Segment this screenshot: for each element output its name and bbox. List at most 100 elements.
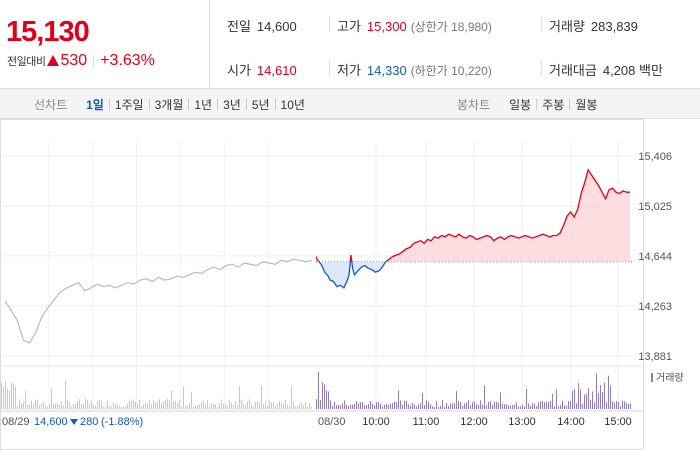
volume-bar <box>285 399 286 409</box>
volume-bar <box>171 390 172 409</box>
volume-bar <box>183 386 184 409</box>
volume-bar <box>197 405 198 409</box>
volume-bar <box>111 406 112 409</box>
volume-bar <box>604 382 605 409</box>
volume-bar <box>129 400 130 409</box>
period-1y-button[interactable]: 1년 <box>194 97 213 112</box>
volume-bar <box>522 404 523 409</box>
price-chart-svg: 15,406 15,025 14,644 14,263 13,881 거래량 08/29 14… <box>0 119 684 450</box>
today-area-up <box>316 169 630 262</box>
volume-bar <box>75 403 76 409</box>
y-tick-label: 14,263 <box>638 301 672 313</box>
volume-bar <box>426 400 427 409</box>
weekly-candle-button[interactable]: 주봉 <box>542 97 565 112</box>
volume-bar <box>440 405 441 409</box>
volume-bar <box>356 401 357 409</box>
volume-bar <box>145 402 146 409</box>
volume-bar <box>476 404 477 409</box>
period-1d-button[interactable]: 1일 <box>86 97 104 112</box>
prev-day-change: 280 <box>80 416 98 428</box>
volume-bar <box>612 401 613 409</box>
volume-bar <box>205 404 206 409</box>
y-tick-label: 13,881 <box>638 351 672 363</box>
volume-bar <box>602 392 603 409</box>
volume-bar <box>332 405 333 409</box>
volume-bar <box>155 403 156 409</box>
volume-bar <box>43 401 44 409</box>
volume-bar <box>626 402 627 409</box>
volume-bar <box>263 404 264 409</box>
volume-bar <box>364 405 365 409</box>
volume-bar <box>47 406 48 409</box>
period-5y-button[interactable]: 5년 <box>251 97 270 112</box>
volume-bar <box>358 403 359 409</box>
volume-bar <box>281 403 282 409</box>
volume-bar <box>135 401 136 409</box>
volume-bar <box>380 403 381 409</box>
volume-bar <box>478 404 479 409</box>
volume-bar <box>91 400 92 409</box>
quote-header: 15,130 전일대비 530 +3.63% 전일 14,600 고가 15,300… <box>0 0 700 89</box>
volume-bar <box>614 403 615 409</box>
volume-bar <box>488 402 489 409</box>
volume-bar <box>570 401 571 409</box>
stat-low: 저가 14,330 (하한가 10,220) <box>337 60 492 79</box>
volume-bar <box>528 403 529 409</box>
volume-bar <box>608 375 609 409</box>
volume-bar <box>67 400 68 409</box>
x-tick-label: 10:00 <box>362 416 390 428</box>
volume-bar <box>446 403 447 409</box>
volume-bar <box>103 406 104 409</box>
period-10y-button[interactable]: 10년 <box>280 97 305 112</box>
volume-bar <box>470 405 471 409</box>
volume-bar <box>15 386 16 409</box>
monthly-candle-button[interactable]: 월봉 <box>575 97 598 112</box>
volume-bar <box>342 403 343 409</box>
volume-bar <box>179 399 180 409</box>
x-tick-label: 13:00 <box>508 416 536 428</box>
volume-bar <box>201 402 202 409</box>
volume-bar <box>418 404 419 409</box>
volume-bar <box>320 399 321 409</box>
volume-bar <box>458 400 459 409</box>
daily-candle-button[interactable]: 일봉 <box>509 97 532 112</box>
volume-bar <box>283 403 284 409</box>
volume-bar <box>257 401 258 409</box>
volume-bar <box>392 403 393 409</box>
volume-bar <box>624 401 625 409</box>
volume-bar <box>17 406 18 409</box>
volume-bar <box>574 389 575 409</box>
volume-bar <box>398 390 399 409</box>
volume-bar <box>19 399 20 409</box>
period-3y-button[interactable]: 3년 <box>223 97 241 112</box>
volume-bar <box>530 405 531 409</box>
volume-bar <box>137 404 138 409</box>
volume-bar <box>37 399 38 409</box>
volume-bar <box>480 400 481 409</box>
up-arrow-icon <box>47 55 60 66</box>
line-chart-title: 선차트 <box>34 97 68 112</box>
today-line-down <box>317 261 387 289</box>
volume-bar <box>99 400 100 409</box>
today-area-down <box>316 261 630 288</box>
volume-bar <box>69 401 70 409</box>
period-3m-button[interactable]: 3개월 <box>154 97 184 112</box>
volume-bar <box>21 403 22 409</box>
stat-label: 거래량 <box>549 19 585 34</box>
volume-bar <box>181 406 182 409</box>
volume-bar <box>590 399 591 409</box>
volume-bar <box>175 400 176 409</box>
volume-bar <box>231 402 232 409</box>
volume-bar <box>63 404 64 409</box>
volume-bar <box>177 402 178 409</box>
volume-bar <box>556 389 557 409</box>
volume-bar <box>289 406 290 409</box>
volume-bar <box>25 391 26 409</box>
period-1w-button[interactable]: 1주일 <box>114 97 144 112</box>
volume-bar <box>79 399 80 409</box>
volume-bar <box>51 388 52 409</box>
divider <box>569 98 571 110</box>
volume-bar <box>432 406 433 409</box>
volume-bar <box>309 403 310 409</box>
